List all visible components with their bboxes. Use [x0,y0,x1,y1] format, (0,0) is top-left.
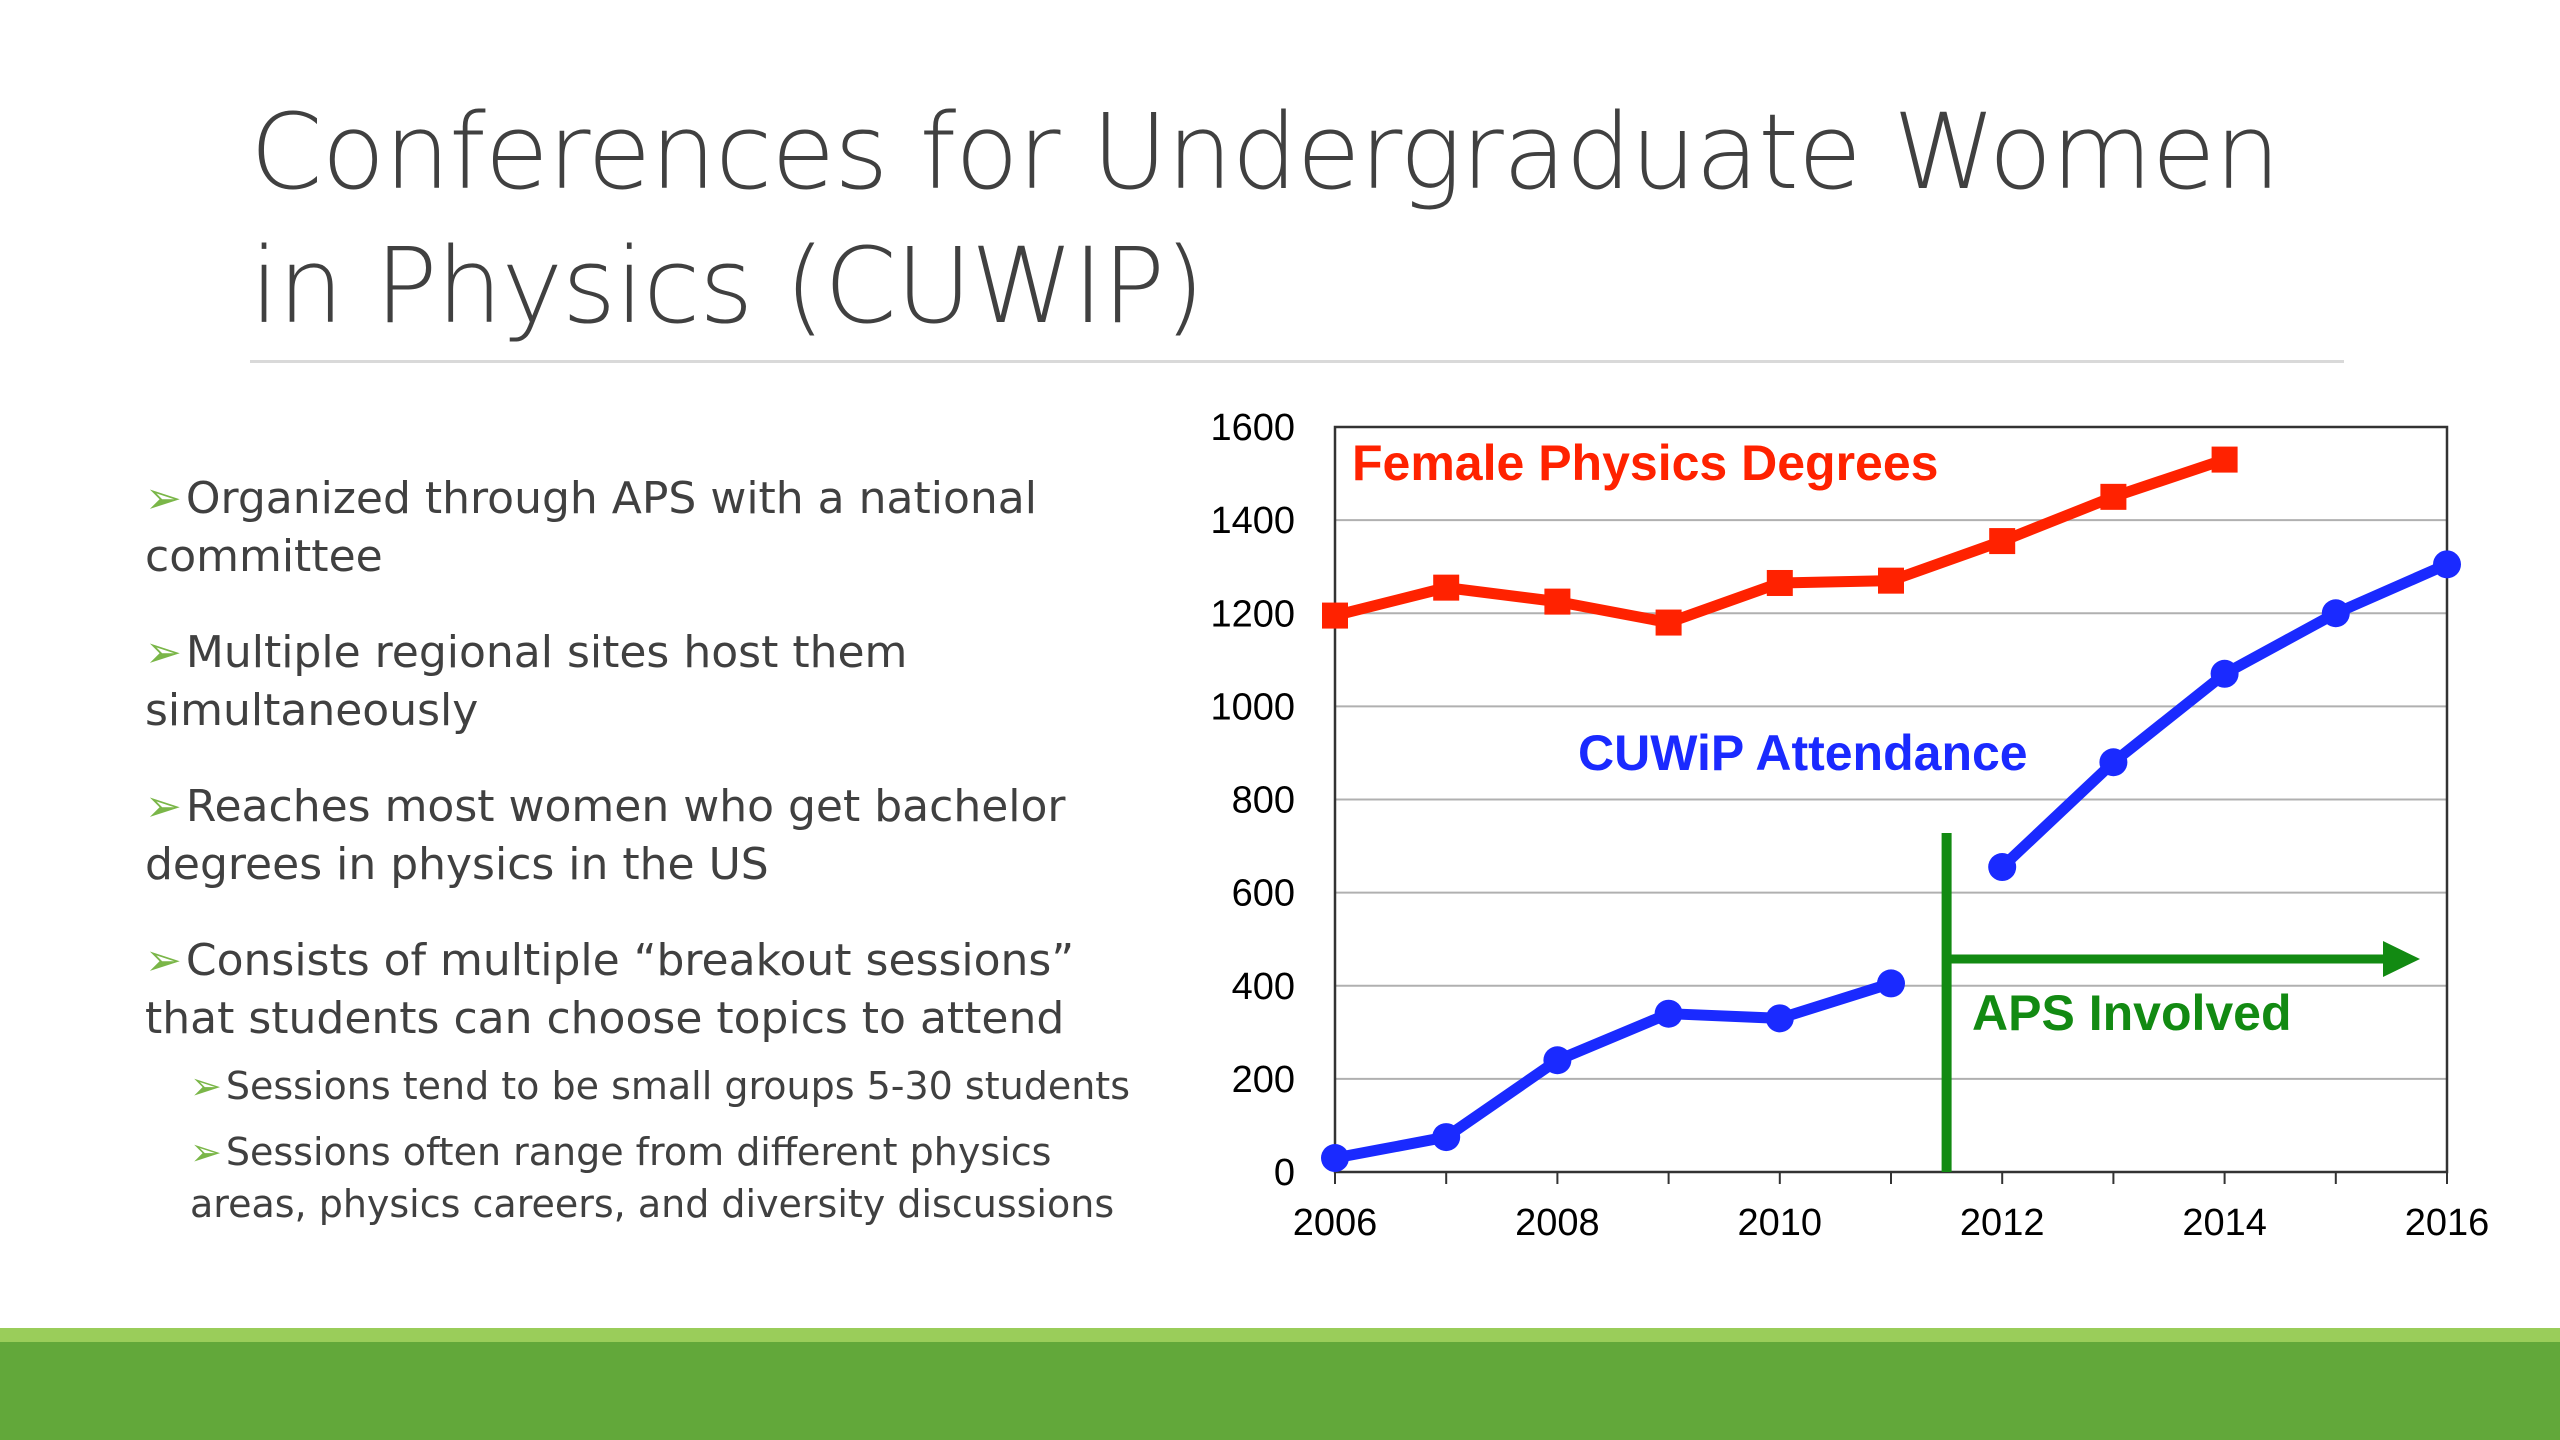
arrow-bullet-icon: ➢ [145,473,182,524]
sub-bullet-list: ➢ Sessions tend to be small groups 5-30 s… [125,1060,1155,1230]
sub-bullet-text: Sessions tend to be small groups 5-30 st… [225,1064,1130,1108]
bullet-list: ➢Organized through APS with a national c… [125,470,1155,1244]
y-tick-label: 800 [1232,780,1295,822]
sub-bullet-text: Sessions often range from different phys… [190,1130,1115,1226]
chart: 0 200 400 600 800 1000 1200 1400 1600 2006 2008 201… [1180,390,2520,1270]
bullet-text: Reaches most women who get bachelor degr… [145,781,1066,890]
y-tick-label: 200 [1232,1059,1295,1101]
data-point [1877,969,1905,998]
data-point [2099,748,2128,777]
data-point [1765,1004,1794,1033]
y-tick-label: 1600 [1210,407,1295,449]
bullet-item: ➢Reaches most women who get bachelor deg… [125,778,1155,894]
data-point [1989,528,2016,555]
bullet-item: ➢Multiple regional sites host them simul… [125,624,1155,740]
x-tick-label: 2010 [1738,1202,1823,1244]
arrow-bullet-icon: ➢ [145,935,182,986]
data-point [1321,1144,1349,1173]
data-point [1988,853,2017,882]
arrow-bullet-icon: ➢ [190,1064,222,1108]
data-point [1766,569,1793,596]
bullet-text: Consists of multiple “breakout sessions”… [145,935,1075,1044]
annotation-label: APS Involved [1972,985,2292,1041]
arrow-bullet-icon: ➢ [145,627,182,678]
bullet-text: Multiple regional sites host them simult… [145,627,908,736]
y-tick-label: 400 [1232,966,1295,1008]
x-tick-label: 2008 [1515,1202,1600,1244]
data-point [1322,602,1348,629]
data-point [1654,999,1683,1028]
sub-bullet-item: ➢ Sessions tend to be small groups 5-30 s… [170,1060,1150,1112]
y-tick-label: 0 [1274,1152,1295,1194]
annotation-arrow-head [2383,941,2420,977]
series-label: Female Physics Degrees [1352,435,1938,491]
data-point [1655,609,1682,636]
y-tick-label: 1400 [1210,500,1295,542]
title-divider [250,360,2344,363]
arrow-bullet-icon: ➢ [190,1130,222,1174]
data-point [2100,483,2127,510]
line-chart: 0 200 400 600 800 1000 1200 1400 1600 2006 2008 201… [1210,407,2490,1244]
data-point [1432,1123,1461,1152]
footer-band-dark [0,1342,2560,1440]
bullet-item: ➢Organized through APS with a national c… [125,470,1155,586]
y-tick-label: 1200 [1210,593,1295,635]
data-point [1878,567,1904,594]
data-point [2433,550,2461,579]
x-tick-label: 2012 [1960,1202,2045,1244]
bullet-text: Organized through APS with a national co… [145,473,1037,582]
x-tick-label: 2016 [2405,1202,2490,1244]
data-point [2210,659,2239,688]
y-tick-label: 600 [1232,873,1295,915]
data-point [1543,1046,1572,1075]
arrow-bullet-icon: ➢ [145,781,182,832]
sub-bullet-item: ➢ Sessions often range from different phy… [170,1126,1150,1230]
y-tick-label: 1000 [1210,686,1295,728]
data-point [1433,574,1460,601]
footer-band-light [0,1328,2560,1342]
bullet-item: ➢Consists of multiple “breakout sessions… [125,932,1155,1048]
series-label: CUWiP Attendance [1578,725,2028,781]
data-point [2211,446,2238,473]
data-point [2321,599,2350,628]
series-line [1333,978,1893,1164]
slide-title: Conferences for Undergraduate Women in P… [250,91,2281,347]
x-tick-label: 2014 [2182,1202,2267,1244]
x-tick-label: 2006 [1293,1202,1378,1244]
data-point [1544,588,1571,615]
